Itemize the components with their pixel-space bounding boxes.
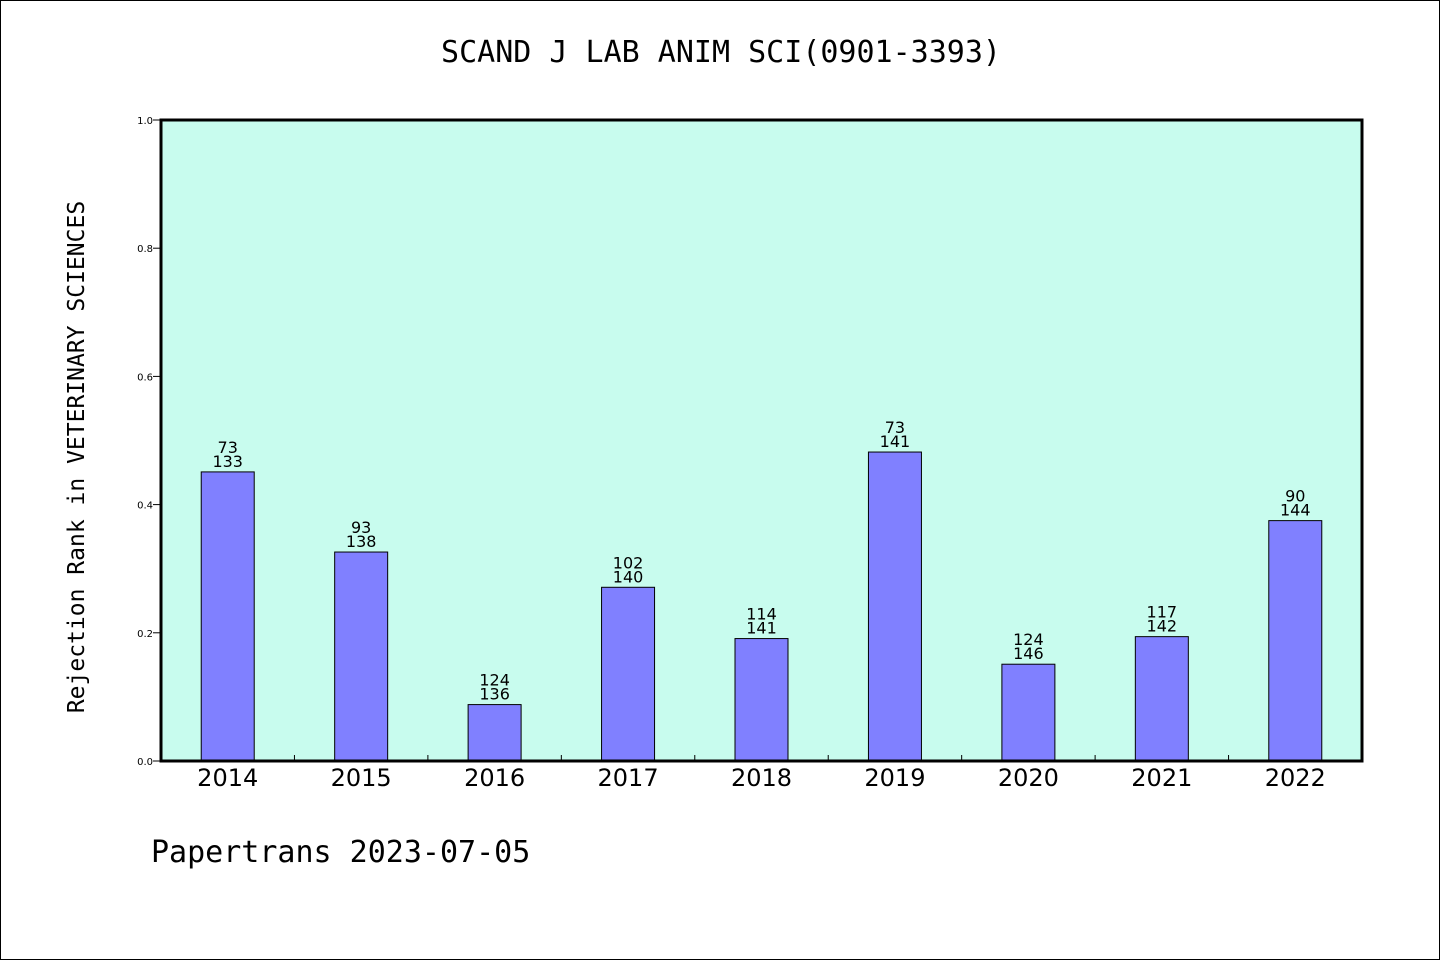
bar [334, 551, 389, 762]
bar-total-label: 146 [1013, 644, 1044, 663]
bar [1134, 636, 1189, 762]
bar-rank-label: 124 [479, 671, 510, 690]
bar-total-label: 142 [1147, 617, 1178, 636]
y-tick-label: 0.2 [137, 629, 153, 640]
y-tick-label: 1.0 [137, 116, 153, 127]
x-tick-label: 2021 [1131, 764, 1192, 792]
bar-rank-label: 124 [1013, 630, 1044, 649]
footer-note: Papertrans 2023-07-05 [151, 835, 531, 870]
bar-rank-label: 114 [746, 605, 777, 624]
x-tick-label: 2014 [197, 764, 258, 792]
x-tick-label: 2022 [1265, 764, 1326, 792]
bar [467, 704, 522, 762]
x-tick-label: 2018 [731, 764, 792, 792]
bar-total-label: 140 [613, 567, 644, 586]
bar-rank-label: 93 [351, 518, 371, 537]
bar-total-label: 141 [746, 619, 777, 638]
x-tick-label: 2020 [998, 764, 1059, 792]
x-tick-label: 2017 [598, 764, 659, 792]
bar [1268, 520, 1323, 762]
y-tick-label: 0.8 [137, 244, 153, 255]
bar [200, 471, 255, 762]
x-tick-label: 2015 [331, 764, 392, 792]
bar-rank-label: 102 [613, 553, 644, 572]
bar-total-label: 141 [880, 432, 911, 451]
bar-total-label: 133 [212, 452, 243, 471]
bar-total-label: 138 [346, 532, 377, 551]
y-tick-label: 0.6 [137, 372, 153, 383]
bar-total-label: 136 [479, 685, 510, 704]
bar [601, 586, 656, 762]
bar-total-label: 144 [1280, 501, 1311, 520]
x-tick-label: 2019 [864, 764, 925, 792]
chart-title: SCAND J LAB ANIM SCI(0901-3393) [441, 35, 1001, 70]
bar-rank-label: 73 [885, 418, 905, 437]
bar-rank-label: 117 [1147, 603, 1178, 622]
bar [867, 451, 922, 762]
x-tick-label: 2016 [464, 764, 525, 792]
y-tick-label: 0.4 [137, 501, 153, 512]
bar [1001, 663, 1056, 762]
plot-border [159, 118, 1364, 763]
bar-rank-label: 90 [1285, 487, 1305, 506]
bar [734, 638, 789, 762]
bar-rank-label: 73 [218, 438, 238, 457]
y-tick-label: 0.0 [137, 757, 153, 768]
